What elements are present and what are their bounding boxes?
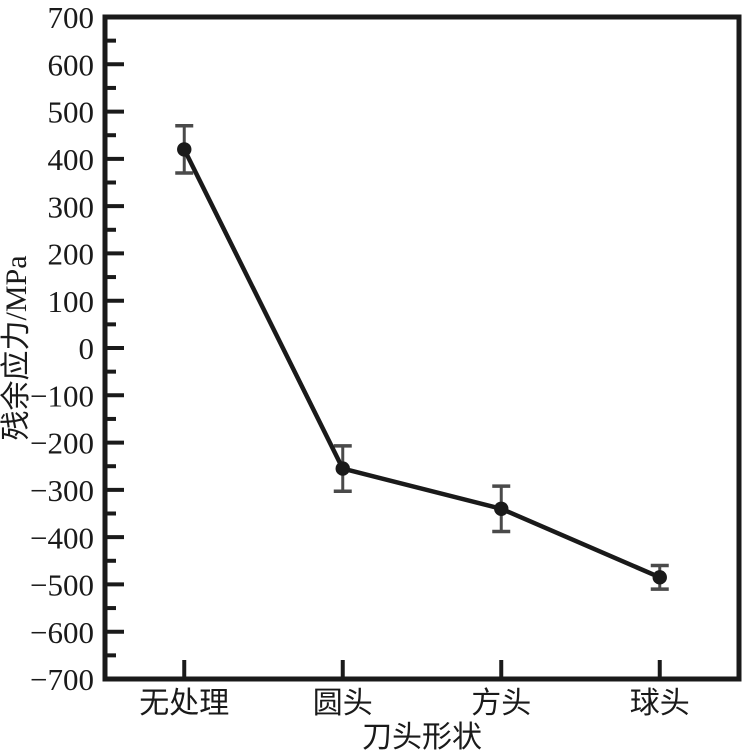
y-tick-label: −400 bbox=[30, 520, 94, 555]
y-tick-label: 500 bbox=[48, 95, 95, 130]
plot-frame bbox=[102, 14, 742, 682]
data-point bbox=[494, 501, 509, 516]
y-tick-label: 700 bbox=[48, 0, 95, 35]
data-point bbox=[652, 570, 667, 585]
y-tick-label: −500 bbox=[30, 568, 94, 603]
y-tick-label: −600 bbox=[30, 615, 94, 650]
y-axis-tick-labels: −700 −600 −500 −400 −300 −200 −100 0 100 200 300 40… bbox=[30, 0, 94, 697]
x-axis-tick-labels: 无处理 圆头 方头 球头 bbox=[139, 687, 690, 720]
x-tick-label: 球头 bbox=[630, 687, 690, 720]
x-tick-label: 圆头 bbox=[313, 687, 373, 720]
y-tick-label: −700 bbox=[30, 662, 94, 697]
x-axis-title: 刀头形状 bbox=[362, 721, 482, 754]
x-tick-label: 方头 bbox=[471, 687, 531, 720]
y-tick-label: 200 bbox=[48, 237, 95, 272]
y-tick-label: 0 bbox=[79, 331, 95, 366]
data-point bbox=[335, 461, 350, 476]
x-tick-label: 无处理 bbox=[139, 687, 229, 720]
x-axis-ticks bbox=[182, 660, 662, 677]
y-tick-label: −100 bbox=[30, 378, 94, 413]
y-tick-label: 100 bbox=[48, 284, 95, 319]
y-tick-label: 400 bbox=[48, 142, 95, 177]
y-tick-label: −200 bbox=[30, 426, 94, 461]
data-point bbox=[177, 142, 192, 157]
y-tick-label: −300 bbox=[30, 473, 94, 508]
series-line bbox=[182, 148, 661, 580]
y-tick-label: 600 bbox=[48, 47, 95, 82]
y-tick-label: 300 bbox=[48, 189, 95, 224]
data-series bbox=[175, 124, 669, 591]
y-axis-ticks bbox=[107, 15, 124, 681]
y-axis-title: 残余应力/MPa bbox=[0, 255, 33, 440]
